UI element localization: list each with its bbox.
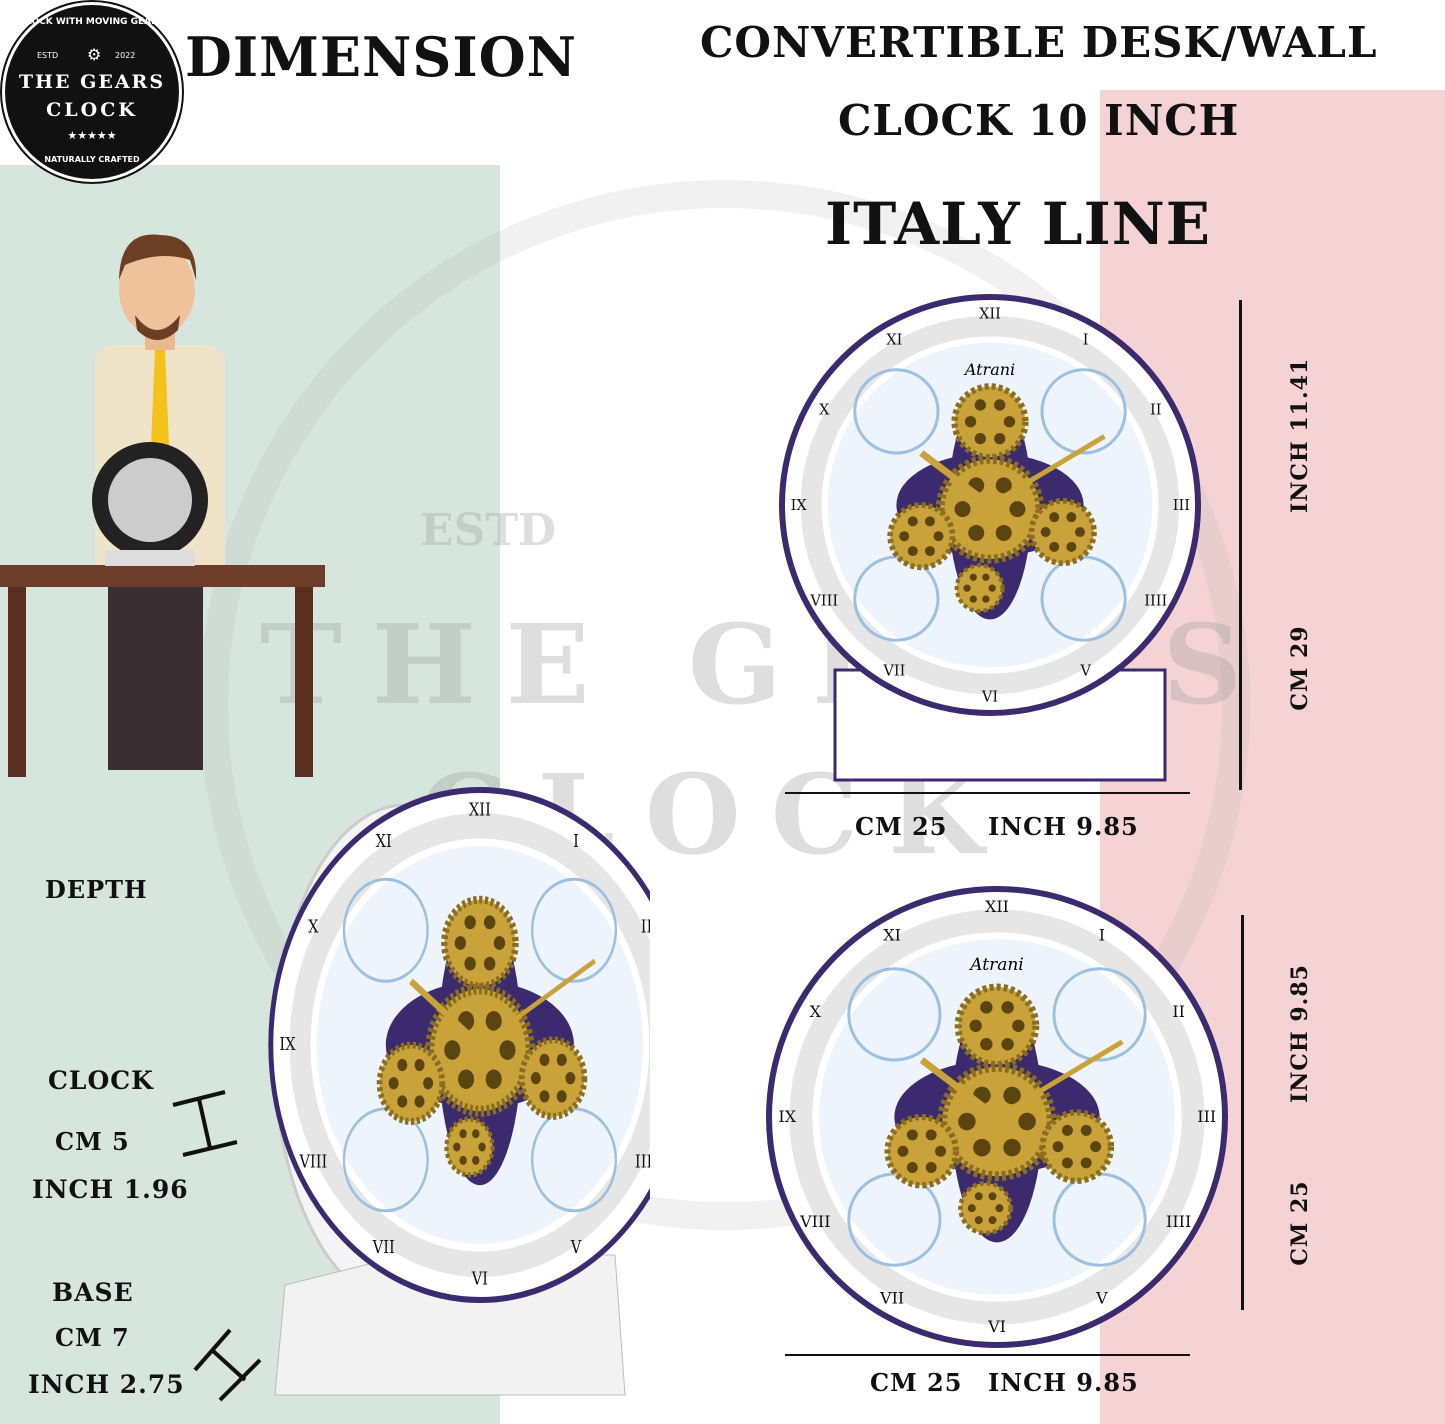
- svg-text:X: X: [810, 1002, 822, 1021]
- logo-stars: ★★★★★: [67, 129, 117, 142]
- wall-height-line: [1241, 915, 1244, 1310]
- depth-base-label: BASE: [52, 1278, 134, 1307]
- gear-icon: [954, 983, 1040, 1069]
- svg-text:VI: VI: [981, 688, 998, 705]
- logo-name-line2: CLOCK: [46, 99, 138, 121]
- wall-clock-brand: Atrani: [968, 955, 1023, 975]
- desk-width-line: [785, 792, 1190, 794]
- svg-text:VII: VII: [879, 1289, 904, 1308]
- depth-clock-label: CLOCK: [48, 1066, 154, 1095]
- minute-hand: [988, 434, 1106, 508]
- subtitle-italy-line: ITALY LINE: [825, 190, 1211, 258]
- svg-text:XII: XII: [985, 897, 1009, 916]
- person-at-desk-illustration: [0, 234, 325, 777]
- minute-hand: [995, 1039, 1124, 1120]
- gear-icon: [441, 895, 519, 991]
- svg-text:II: II: [1172, 1002, 1185, 1021]
- depth-base-inch: INCH 2.75: [28, 1370, 185, 1399]
- wall-width-cm: CM 25: [870, 1368, 963, 1397]
- gear-icon: [954, 563, 1005, 614]
- watermark-estd: ESTD: [420, 505, 557, 556]
- title-line1: CONVERTIBLE DESK/WALL: [700, 18, 1378, 67]
- hour-hand: [919, 1057, 1000, 1120]
- desk-height-line: [1239, 300, 1242, 790]
- svg-text:XII: XII: [469, 799, 491, 820]
- logo-name-line1: THE GEARS: [18, 71, 166, 93]
- svg-text:I: I: [1083, 331, 1089, 348]
- svg-text:IIII: IIII: [1144, 593, 1167, 610]
- wall-width-line: [785, 1354, 1190, 1356]
- depth-clock-inch: INCH 1.96: [32, 1175, 189, 1204]
- base-depth-marker: [193, 1328, 262, 1402]
- svg-text:VIII: VIII: [809, 593, 838, 610]
- wall-width-inch: INCH 9.85: [988, 1368, 1139, 1397]
- desk-width-inch: INCH 9.85: [988, 812, 1139, 841]
- svg-text:V: V: [570, 1237, 583, 1258]
- brand-logo: CLOCK WITH MOVING GEARS ESTD ⚙ 2022 THE …: [2, 2, 182, 182]
- svg-text:X: X: [308, 916, 319, 937]
- svg-text:III: III: [1173, 497, 1190, 514]
- svg-text:V: V: [1079, 663, 1091, 680]
- svg-text:IIII: IIII: [1166, 1212, 1191, 1231]
- logo-estd: ESTD: [37, 51, 59, 60]
- svg-text:II: II: [641, 916, 650, 937]
- svg-text:X: X: [819, 401, 830, 418]
- desk-width-cm: CM 25: [855, 812, 948, 841]
- svg-text:VIII: VIII: [799, 1212, 830, 1231]
- logo-year: 2022: [115, 51, 136, 60]
- svg-text:XI: XI: [883, 925, 901, 944]
- gear-icon: [884, 1113, 960, 1189]
- gears-icon: ⚙: [87, 45, 102, 64]
- svg-text:IIII: IIII: [635, 1151, 650, 1172]
- logo-ring-bottom: NATURALLY CRAFTED: [44, 155, 140, 164]
- svg-text:XII: XII: [979, 306, 1001, 323]
- wall-height-cm: CM 25: [1287, 1180, 1313, 1266]
- desk-clock-brand: Atrani: [963, 360, 1015, 379]
- hour-hand: [409, 978, 482, 1048]
- svg-text:IX: IX: [791, 497, 808, 514]
- svg-text:I: I: [573, 830, 579, 851]
- logo-ring-top: CLOCK WITH MOVING GEARS: [19, 17, 165, 27]
- svg-text:V: V: [1095, 1289, 1108, 1308]
- desk-height-inch: INCH 11.41: [1287, 357, 1313, 513]
- clock-depth-marker: [172, 1090, 238, 1157]
- svg-text:VII: VII: [372, 1237, 395, 1258]
- gear-icon: [444, 1116, 495, 1178]
- svg-text:XI: XI: [886, 331, 902, 348]
- svg-text:II: II: [1150, 401, 1162, 418]
- svg-text:VI: VI: [471, 1268, 488, 1289]
- gear-icon: [887, 502, 956, 571]
- svg-text:VII: VII: [882, 663, 905, 680]
- gear-icon: [376, 1041, 446, 1125]
- depth-base-cm: CM 7: [55, 1323, 130, 1352]
- dimension-heading: DIMENSION: [185, 25, 578, 89]
- gear-icon: [951, 383, 1029, 461]
- title-line2: CLOCK 10 INCH: [838, 96, 1240, 145]
- svg-text:IX: IX: [778, 1107, 796, 1126]
- gear-icon: [518, 1036, 588, 1120]
- desk-height-cm: CM 29: [1287, 625, 1313, 711]
- wall-height-inch: INCH 9.85: [1287, 964, 1313, 1103]
- svg-text:IX: IX: [279, 1034, 296, 1055]
- gear-icon: [958, 1180, 1013, 1236]
- gear-icon: [1039, 1109, 1115, 1184]
- depth-clock-cm: CM 5: [55, 1127, 130, 1156]
- svg-text:XI: XI: [376, 830, 392, 851]
- depth-label: DEPTH: [45, 875, 148, 904]
- svg-text:I: I: [1099, 925, 1105, 944]
- hour-hand: [919, 450, 993, 508]
- svg-text:VIII: VIII: [298, 1151, 327, 1172]
- svg-text:III: III: [1197, 1107, 1216, 1126]
- svg-text:VI: VI: [987, 1317, 1006, 1336]
- minute-hand: [478, 958, 596, 1048]
